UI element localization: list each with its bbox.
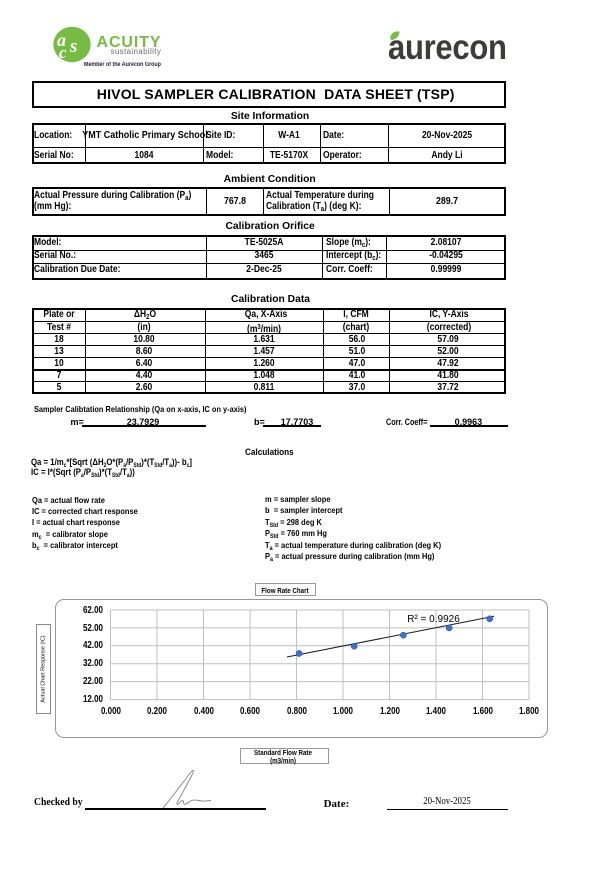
svg-text:c: c: [59, 43, 67, 62]
svg-text:a: a: [57, 30, 66, 50]
svg-text:s: s: [69, 36, 77, 57]
